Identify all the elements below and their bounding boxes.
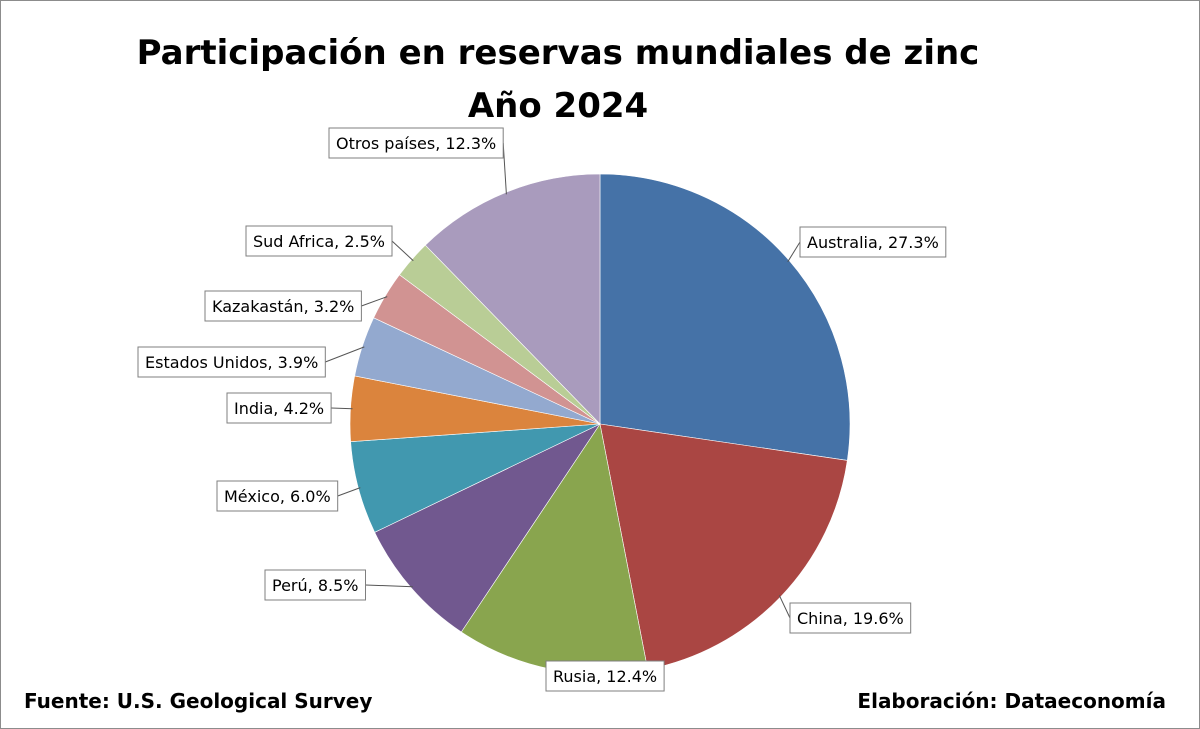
data-label-text: Otros países, 12.3% <box>336 134 496 153</box>
data-label-box <box>789 602 912 634</box>
leader-line <box>361 296 388 307</box>
pie-labels: Australia, 27.3% China, 19.6% Rusia, 12.4%… <box>137 127 947 692</box>
leader-line <box>337 487 361 497</box>
data-label-box <box>137 346 326 378</box>
data-label-text: Estados Unidos, 3.9% <box>145 353 318 372</box>
data-label-box <box>245 225 393 257</box>
data-label: Kazakastán, 3.2% <box>204 290 362 322</box>
leader-line <box>391 240 414 262</box>
data-label-box <box>328 127 504 159</box>
pie-slice-australia <box>599 173 851 461</box>
data-label-box <box>799 226 947 258</box>
data-label-text: Kazakastán, 3.2% <box>212 297 354 316</box>
data-label-text: India, 4.2% <box>234 399 324 418</box>
leader-line <box>331 407 353 410</box>
data-label: Estados Unidos, 3.9% <box>137 346 326 378</box>
data-label: México, 6.0% <box>216 480 339 512</box>
leader-line <box>325 346 365 363</box>
leader-line <box>787 241 801 263</box>
pie-slices <box>349 173 851 675</box>
source-note: Fuente: U.S. Geological Survey <box>24 689 373 713</box>
data-label-text: México, 6.0% <box>224 487 331 506</box>
leader-line <box>502 142 507 195</box>
chart-subtitle: Año 2024 <box>467 86 649 126</box>
pie-slice-otros-países <box>424 173 601 425</box>
data-label: India, 4.2% <box>226 392 332 424</box>
data-label: Sud Africa, 2.5% <box>245 225 393 257</box>
data-label-text: China, 19.6% <box>797 609 904 628</box>
chart-title: Participación en reservas mundiales de z… <box>136 33 980 73</box>
data-label-text: Perú, 8.5% <box>272 576 358 595</box>
data-label-box <box>226 392 332 424</box>
data-label-text: Rusia, 12.4% <box>553 667 657 686</box>
data-label: Rusia, 12.4% <box>545 660 665 692</box>
data-label-text: Australia, 27.3% <box>807 233 939 252</box>
pie-slice-china <box>599 423 848 670</box>
leader-line <box>365 584 413 588</box>
data-label: Australia, 27.3% <box>799 226 947 258</box>
data-label-box <box>264 569 366 601</box>
data-label: China, 19.6% <box>789 602 912 634</box>
pie-slice-perú <box>374 423 601 633</box>
leader-line <box>778 595 791 619</box>
credit-note: Elaboración: Dataeconomía <box>857 689 1166 713</box>
data-label-text: Sud Africa, 2.5% <box>253 232 385 251</box>
data-label-box <box>204 290 362 322</box>
data-label: Perú, 8.5% <box>264 569 366 601</box>
data-label-box <box>216 480 339 512</box>
data-label: Otros países, 12.3% <box>328 127 504 159</box>
data-label-box <box>545 660 665 692</box>
